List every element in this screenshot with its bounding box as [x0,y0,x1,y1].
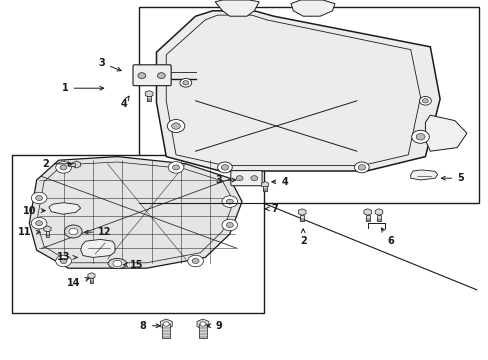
Circle shape [172,165,179,170]
Text: 12: 12 [84,227,111,237]
Bar [199,324,206,338]
Polygon shape [425,115,466,151]
Circle shape [250,176,257,181]
Circle shape [31,192,47,204]
Circle shape [171,123,180,129]
Circle shape [187,255,203,267]
Circle shape [226,199,233,204]
Text: 2: 2 [299,229,306,246]
Circle shape [192,258,199,264]
Circle shape [60,258,67,264]
Text: 4: 4 [271,177,287,187]
Bar [45,231,49,237]
Bar [147,96,151,101]
Circle shape [56,162,71,173]
Text: 3: 3 [98,58,121,71]
Bar [263,186,266,191]
Text: 9: 9 [206,321,222,331]
Text: 10: 10 [23,206,45,216]
Bar [68,163,75,166]
Circle shape [415,134,424,140]
Text: 13: 13 [57,252,77,262]
Polygon shape [81,239,115,257]
Circle shape [357,165,365,170]
Text: 14: 14 [67,278,89,288]
Circle shape [157,73,165,78]
Circle shape [138,73,145,78]
Circle shape [236,176,243,181]
Circle shape [167,120,184,132]
Polygon shape [49,203,81,214]
Text: 2: 2 [42,159,72,169]
Circle shape [56,255,71,267]
Bar [89,278,93,283]
Polygon shape [29,157,242,268]
Polygon shape [215,0,259,16]
Circle shape [183,81,188,85]
Text: 3: 3 [215,175,235,185]
Polygon shape [410,170,437,180]
Bar [139,7,478,203]
Circle shape [354,162,368,173]
Circle shape [163,322,169,326]
Circle shape [31,217,47,229]
Bar [365,215,369,221]
Text: 7: 7 [265,204,278,214]
Circle shape [200,322,205,326]
Bar [162,324,170,338]
Circle shape [222,219,237,231]
Circle shape [168,162,183,173]
Polygon shape [156,11,439,171]
Circle shape [226,222,233,228]
Circle shape [64,225,82,238]
Circle shape [411,130,428,143]
Bar [376,215,380,221]
Circle shape [221,165,228,170]
Text: 15: 15 [123,260,143,270]
Circle shape [36,195,42,201]
Text: 11: 11 [18,227,40,237]
Circle shape [113,260,122,267]
Circle shape [69,228,78,235]
Text: 4: 4 [120,96,129,109]
Circle shape [422,99,427,103]
Ellipse shape [108,258,126,269]
Circle shape [36,221,42,226]
Text: 5: 5 [441,173,463,183]
Text: 1: 1 [61,83,103,93]
Circle shape [217,162,232,173]
Circle shape [222,196,237,207]
Bar [300,215,304,221]
Circle shape [419,96,430,105]
Circle shape [180,78,191,87]
Text: 8: 8 [140,321,160,331]
Polygon shape [290,0,334,16]
FancyBboxPatch shape [230,171,262,186]
Bar [12,155,264,313]
Circle shape [60,165,67,170]
Text: 6: 6 [381,228,394,246]
FancyBboxPatch shape [133,65,171,86]
